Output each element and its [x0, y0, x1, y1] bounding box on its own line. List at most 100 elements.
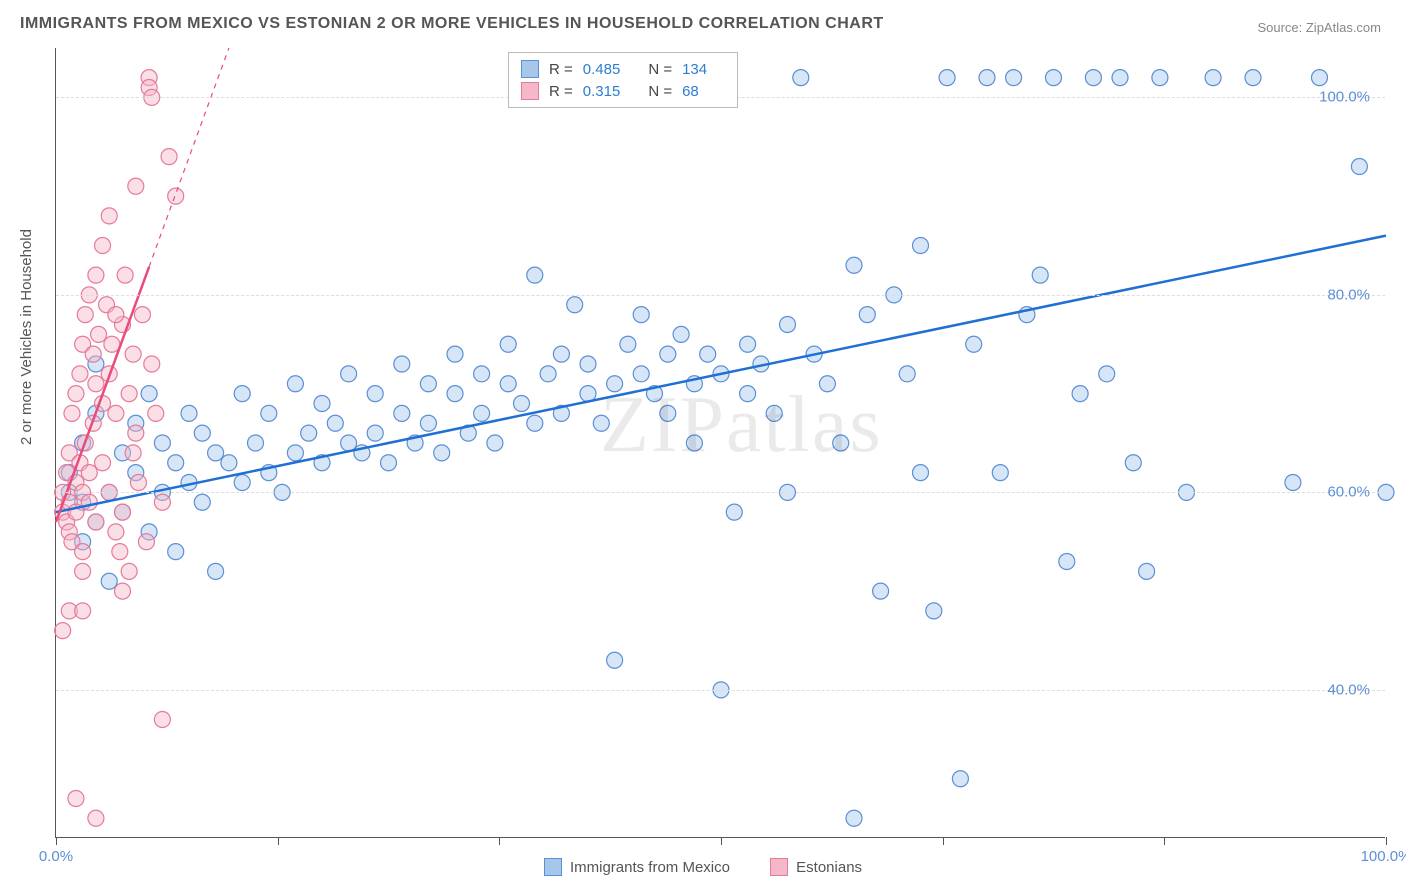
data-point-mexico — [1006, 70, 1022, 86]
data-point-estonians — [115, 504, 131, 520]
data-point-estonians — [148, 405, 164, 421]
data-point-estonians — [115, 583, 131, 599]
data-point-estonians — [144, 356, 160, 372]
data-point-mexico — [1245, 70, 1261, 86]
data-point-estonians — [95, 455, 111, 471]
data-point-estonians — [112, 544, 128, 560]
data-point-mexico — [248, 435, 264, 451]
data-point-mexico — [952, 771, 968, 787]
data-point-mexico — [1072, 386, 1088, 402]
data-point-estonians — [138, 534, 154, 550]
data-point-mexico — [1152, 70, 1168, 86]
data-point-mexico — [846, 810, 862, 826]
data-point-mexico — [500, 336, 516, 352]
data-point-mexico — [1205, 70, 1221, 86]
data-point-mexico — [926, 603, 942, 619]
data-point-mexico — [474, 366, 490, 382]
data-point-estonians — [64, 405, 80, 421]
data-point-mexico — [221, 455, 237, 471]
data-point-mexico — [500, 376, 516, 392]
legend-item-estonians: Estonians — [770, 858, 862, 876]
data-point-estonians — [101, 208, 117, 224]
data-point-estonians — [85, 346, 101, 362]
data-point-mexico — [793, 70, 809, 86]
data-point-mexico — [1312, 70, 1328, 86]
data-point-mexico — [966, 336, 982, 352]
data-point-mexico — [234, 475, 250, 491]
data-point-mexico — [168, 544, 184, 560]
ytick-label: 40.0% — [1327, 681, 1370, 698]
legend-label-mexico: Immigrants from Mexico — [570, 859, 730, 876]
legend-stats-row-mexico: R = 0.485 N = 134 — [521, 58, 725, 80]
legend-item-mexico: Immigrants from Mexico — [544, 858, 730, 876]
data-point-estonians — [125, 445, 141, 461]
trend-line-mexico — [56, 236, 1386, 513]
data-point-estonians — [75, 563, 91, 579]
data-point-mexico — [633, 307, 649, 323]
data-point-estonians — [68, 791, 84, 807]
data-point-estonians — [81, 465, 97, 481]
data-point-estonians — [81, 494, 97, 510]
data-point-estonians — [75, 603, 91, 619]
data-point-mexico — [287, 445, 303, 461]
source-prefix: Source: — [1257, 20, 1305, 35]
data-point-estonians — [121, 386, 137, 402]
data-point-estonians — [68, 386, 84, 402]
data-point-mexico — [607, 376, 623, 392]
data-point-mexico — [686, 435, 702, 451]
data-point-estonians — [108, 524, 124, 540]
data-point-mexico — [1099, 366, 1115, 382]
r-value-mexico: 0.485 — [583, 61, 621, 78]
data-point-mexico — [261, 405, 277, 421]
data-point-mexico — [527, 267, 543, 283]
data-point-estonians — [75, 544, 91, 560]
data-point-estonians — [88, 810, 104, 826]
ytick-label: 60.0% — [1327, 484, 1370, 501]
data-point-estonians — [108, 307, 124, 323]
y-axis-label: 2 or more Vehicles in Household — [18, 229, 35, 445]
data-point-mexico — [607, 652, 623, 668]
legend-swatch-mexico-icon — [544, 858, 562, 876]
data-point-mexico — [168, 455, 184, 471]
chart-plot-area: 40.0%60.0%80.0%100.0%0.0%100.0% — [55, 48, 1385, 838]
source-name: ZipAtlas.com — [1306, 20, 1381, 35]
data-point-mexico — [341, 366, 357, 382]
data-point-mexico — [1139, 563, 1155, 579]
data-point-mexico — [913, 465, 929, 481]
legend-stats-row-estonians: R = 0.315 N = 68 — [521, 80, 725, 102]
data-point-estonians — [125, 346, 141, 362]
data-point-estonians — [128, 425, 144, 441]
data-point-mexico — [1085, 70, 1101, 86]
data-point-mexico — [553, 346, 569, 362]
ytick-label: 100.0% — [1319, 89, 1370, 106]
data-point-mexico — [899, 366, 915, 382]
n-label: N = — [648, 61, 672, 78]
data-point-mexico — [1059, 554, 1075, 570]
legend-label-estonians: Estonians — [796, 859, 862, 876]
data-point-mexico — [487, 435, 503, 451]
data-point-mexico — [208, 445, 224, 461]
data-point-mexico — [1112, 70, 1128, 86]
data-point-mexico — [992, 465, 1008, 481]
data-point-mexico — [327, 415, 343, 431]
data-point-mexico — [633, 366, 649, 382]
data-point-mexico — [154, 435, 170, 451]
data-point-mexico — [394, 405, 410, 421]
data-point-mexico — [593, 415, 609, 431]
data-point-mexico — [979, 70, 995, 86]
data-point-mexico — [141, 386, 157, 402]
data-point-mexico — [208, 563, 224, 579]
data-point-mexico — [367, 386, 383, 402]
data-point-estonians — [168, 188, 184, 204]
data-point-mexico — [527, 415, 543, 431]
legend-bottom: Immigrants from Mexico Estonians — [0, 858, 1406, 880]
ytick-label: 80.0% — [1327, 286, 1370, 303]
data-point-estonians — [154, 712, 170, 728]
data-point-mexico — [700, 346, 716, 362]
data-point-mexico — [181, 405, 197, 421]
data-point-mexico — [1125, 455, 1141, 471]
data-point-estonians — [104, 336, 120, 352]
data-point-mexico — [580, 356, 596, 372]
data-point-mexico — [420, 415, 436, 431]
data-point-mexico — [846, 257, 862, 273]
